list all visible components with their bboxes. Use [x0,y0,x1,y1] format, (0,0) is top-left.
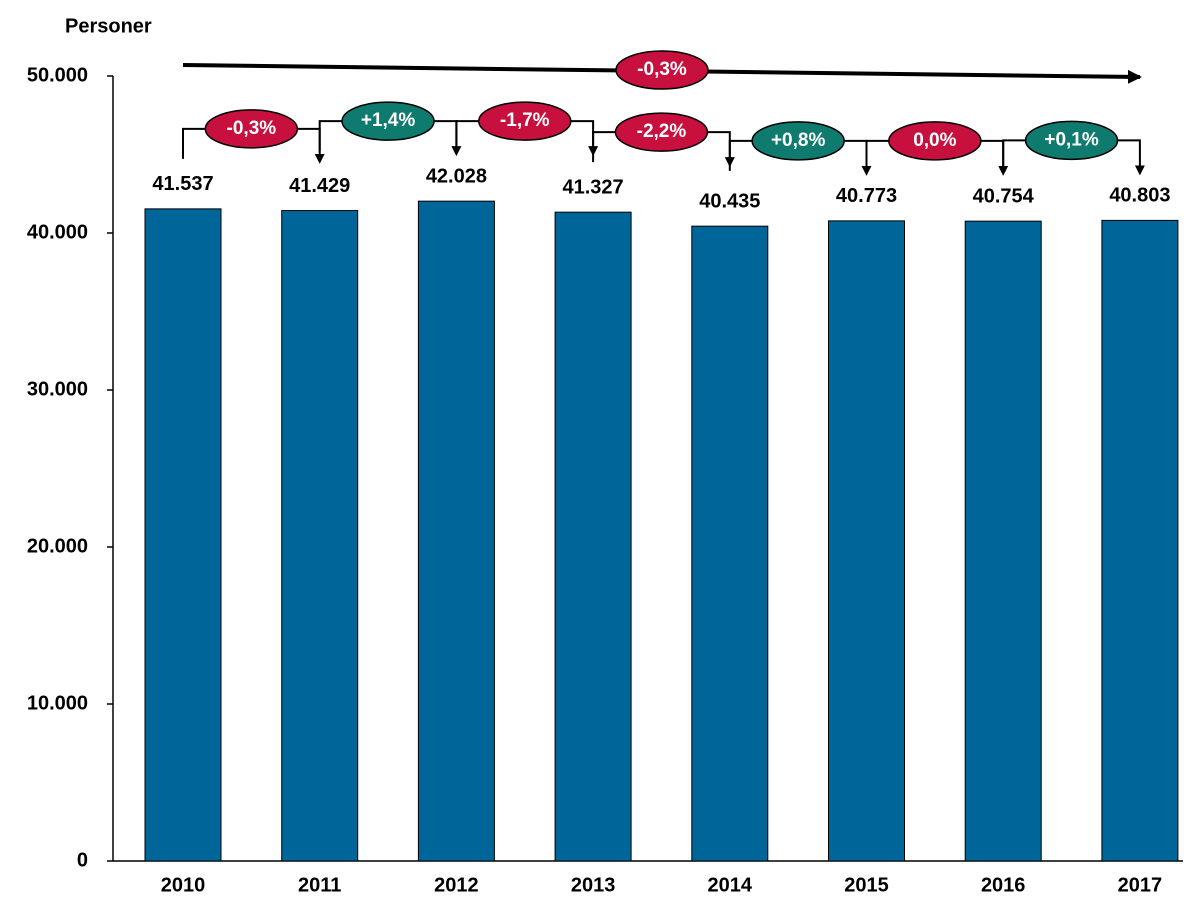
bar [828,220,905,862]
change-bubble [204,109,299,149]
change-label: +1,4% [361,110,416,131]
value-label: 41.537 [152,173,213,195]
value-label: 40.754 [973,185,1035,207]
y-tick-label: 50.000 [27,64,88,86]
y-tick-label: 40.000 [27,221,88,243]
y-tick-label: 0 [77,849,88,871]
x-tick-label: 2012 [434,874,479,896]
x-tick-label: 2013 [571,874,616,896]
change-label: 0,0% [913,130,956,151]
value-label: 41.327 [563,176,624,198]
y-tick-label: 30.000 [27,378,88,400]
change-label: -2,2% [637,121,687,142]
change-bubble [1024,120,1119,161]
y-tick-label: 20.000 [27,535,88,557]
change-bubble [478,101,572,141]
bar [554,211,632,862]
y-tick-label: 10.000 [27,692,88,714]
bar [964,220,1042,862]
x-tick-label: 2016 [981,874,1026,896]
bar [144,208,222,862]
overall-bubble [615,50,709,90]
value-label: 40.773 [836,185,897,207]
change-bubble [614,112,709,152]
x-tick-label: 2015 [844,874,889,896]
x-tick-label: 2017 [1118,874,1163,896]
change-bubble [341,101,435,141]
change-label: +0,1% [1044,129,1099,150]
x-tick-label: 2011 [298,874,341,896]
change-label: -0,3% [227,118,277,139]
bar [281,210,359,862]
change-label: -1,7% [500,110,550,131]
change-bubble [751,121,845,161]
bar [417,200,495,862]
x-tick-label: 2014 [708,874,753,896]
value-label: 40.435 [699,190,760,212]
x-tick-label: 2010 [161,874,206,896]
bar [1101,219,1179,862]
value-label: 41.429 [289,175,350,197]
change-label: +0,8% [771,130,826,151]
overall-label: -0,3% [637,59,687,80]
value-label: 42.028 [426,165,487,187]
value-label: 40.803 [1109,185,1170,207]
change-bubble [888,121,982,161]
bar [691,225,769,862]
y-axis-label: Personer [65,15,152,37]
